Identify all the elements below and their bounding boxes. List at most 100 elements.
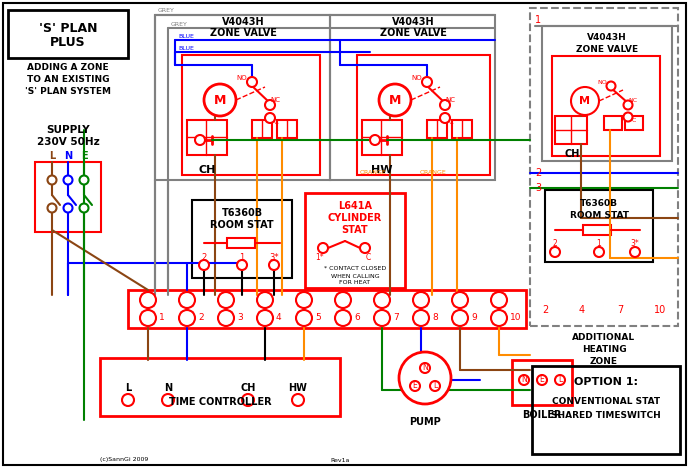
Circle shape: [537, 375, 547, 385]
Circle shape: [122, 394, 134, 406]
Text: 1: 1: [159, 314, 165, 322]
Text: ZONE VALVE: ZONE VALVE: [210, 28, 277, 38]
Text: NC: NC: [445, 97, 455, 103]
Circle shape: [594, 247, 604, 257]
Bar: [530, 8, 678, 326]
Circle shape: [140, 310, 156, 326]
Text: T6360B: T6360B: [221, 208, 263, 218]
Circle shape: [265, 113, 275, 123]
Circle shape: [374, 292, 390, 308]
Text: 3*: 3*: [269, 253, 279, 262]
Text: N: N: [64, 151, 72, 161]
Text: N: N: [521, 375, 527, 385]
Text: CH: CH: [198, 165, 216, 175]
Text: 7: 7: [393, 314, 399, 322]
Bar: [512, 360, 572, 405]
Circle shape: [413, 292, 429, 308]
Text: C: C: [366, 254, 371, 263]
Text: 10: 10: [510, 314, 522, 322]
Bar: [192, 200, 292, 278]
Circle shape: [624, 112, 633, 122]
Text: E: E: [413, 381, 417, 390]
Text: M: M: [580, 96, 591, 106]
Text: L: L: [125, 383, 131, 393]
Bar: [330, 15, 495, 180]
Circle shape: [370, 135, 380, 145]
Text: CH: CH: [240, 383, 256, 393]
Text: 7: 7: [617, 305, 623, 315]
Circle shape: [360, 243, 370, 253]
Text: V4043H: V4043H: [221, 17, 264, 27]
Text: TIME CONTROLLER: TIME CONTROLLER: [168, 397, 271, 407]
Circle shape: [204, 84, 236, 116]
Circle shape: [48, 204, 57, 212]
Bar: [8, 10, 128, 58]
Text: 2: 2: [201, 253, 206, 262]
Text: WHEN CALLING: WHEN CALLING: [331, 273, 380, 278]
Text: CONVENTIONAL STAT: CONVENTIONAL STAT: [552, 397, 660, 407]
Circle shape: [247, 77, 257, 87]
Circle shape: [630, 247, 640, 257]
Circle shape: [452, 310, 468, 326]
Text: 4: 4: [276, 314, 282, 322]
Text: 9: 9: [471, 314, 477, 322]
Circle shape: [218, 292, 234, 308]
Circle shape: [420, 363, 430, 373]
Text: E: E: [540, 375, 544, 385]
Text: CH: CH: [564, 149, 580, 159]
Text: PLUS: PLUS: [50, 36, 86, 49]
Text: E: E: [81, 151, 88, 161]
Bar: [155, 15, 330, 180]
Circle shape: [410, 381, 420, 391]
Text: HW: HW: [371, 165, 393, 175]
Bar: [604, 116, 622, 130]
Bar: [545, 190, 653, 262]
Text: NC: NC: [270, 97, 280, 103]
Circle shape: [491, 310, 507, 326]
Text: C: C: [448, 119, 453, 125]
Circle shape: [422, 77, 432, 87]
Text: BOILER: BOILER: [522, 410, 562, 420]
Text: GREY: GREY: [171, 22, 188, 27]
Text: 1: 1: [239, 253, 245, 262]
Text: BLUE: BLUE: [178, 45, 194, 51]
Text: V4043H: V4043H: [392, 17, 434, 27]
Circle shape: [257, 292, 273, 308]
Bar: [187, 120, 227, 155]
Text: PUMP: PUMP: [409, 417, 441, 427]
Text: 3*: 3*: [631, 240, 640, 249]
Text: ZONE VALVE: ZONE VALVE: [380, 28, 446, 38]
Text: 10: 10: [654, 305, 666, 315]
Circle shape: [195, 135, 205, 145]
Text: ADDITIONAL: ADDITIONAL: [573, 334, 635, 343]
Text: ORANGE: ORANGE: [360, 169, 387, 175]
Text: * CONTACT CLOSED: * CONTACT CLOSED: [324, 265, 386, 271]
Circle shape: [491, 292, 507, 308]
Circle shape: [242, 394, 254, 406]
Text: 2: 2: [553, 240, 558, 249]
Text: L: L: [49, 151, 55, 161]
Circle shape: [296, 310, 312, 326]
Text: N: N: [164, 383, 172, 393]
Text: 5: 5: [315, 314, 321, 322]
Text: ZONE VALVE: ZONE VALVE: [576, 44, 638, 53]
Text: HEATING: HEATING: [582, 345, 627, 354]
Circle shape: [550, 247, 560, 257]
Bar: [532, 366, 680, 454]
Text: ORANGE: ORANGE: [420, 169, 446, 175]
Bar: [555, 116, 587, 144]
Circle shape: [237, 260, 247, 270]
Circle shape: [179, 292, 195, 308]
Text: 8: 8: [432, 314, 437, 322]
Circle shape: [335, 310, 351, 326]
Circle shape: [335, 292, 351, 308]
Bar: [452, 120, 472, 138]
Circle shape: [555, 375, 565, 385]
Text: M: M: [388, 94, 401, 107]
Circle shape: [296, 292, 312, 308]
Circle shape: [162, 394, 174, 406]
Circle shape: [257, 310, 273, 326]
Bar: [252, 120, 272, 138]
Bar: [100, 358, 340, 416]
Bar: [362, 120, 402, 155]
